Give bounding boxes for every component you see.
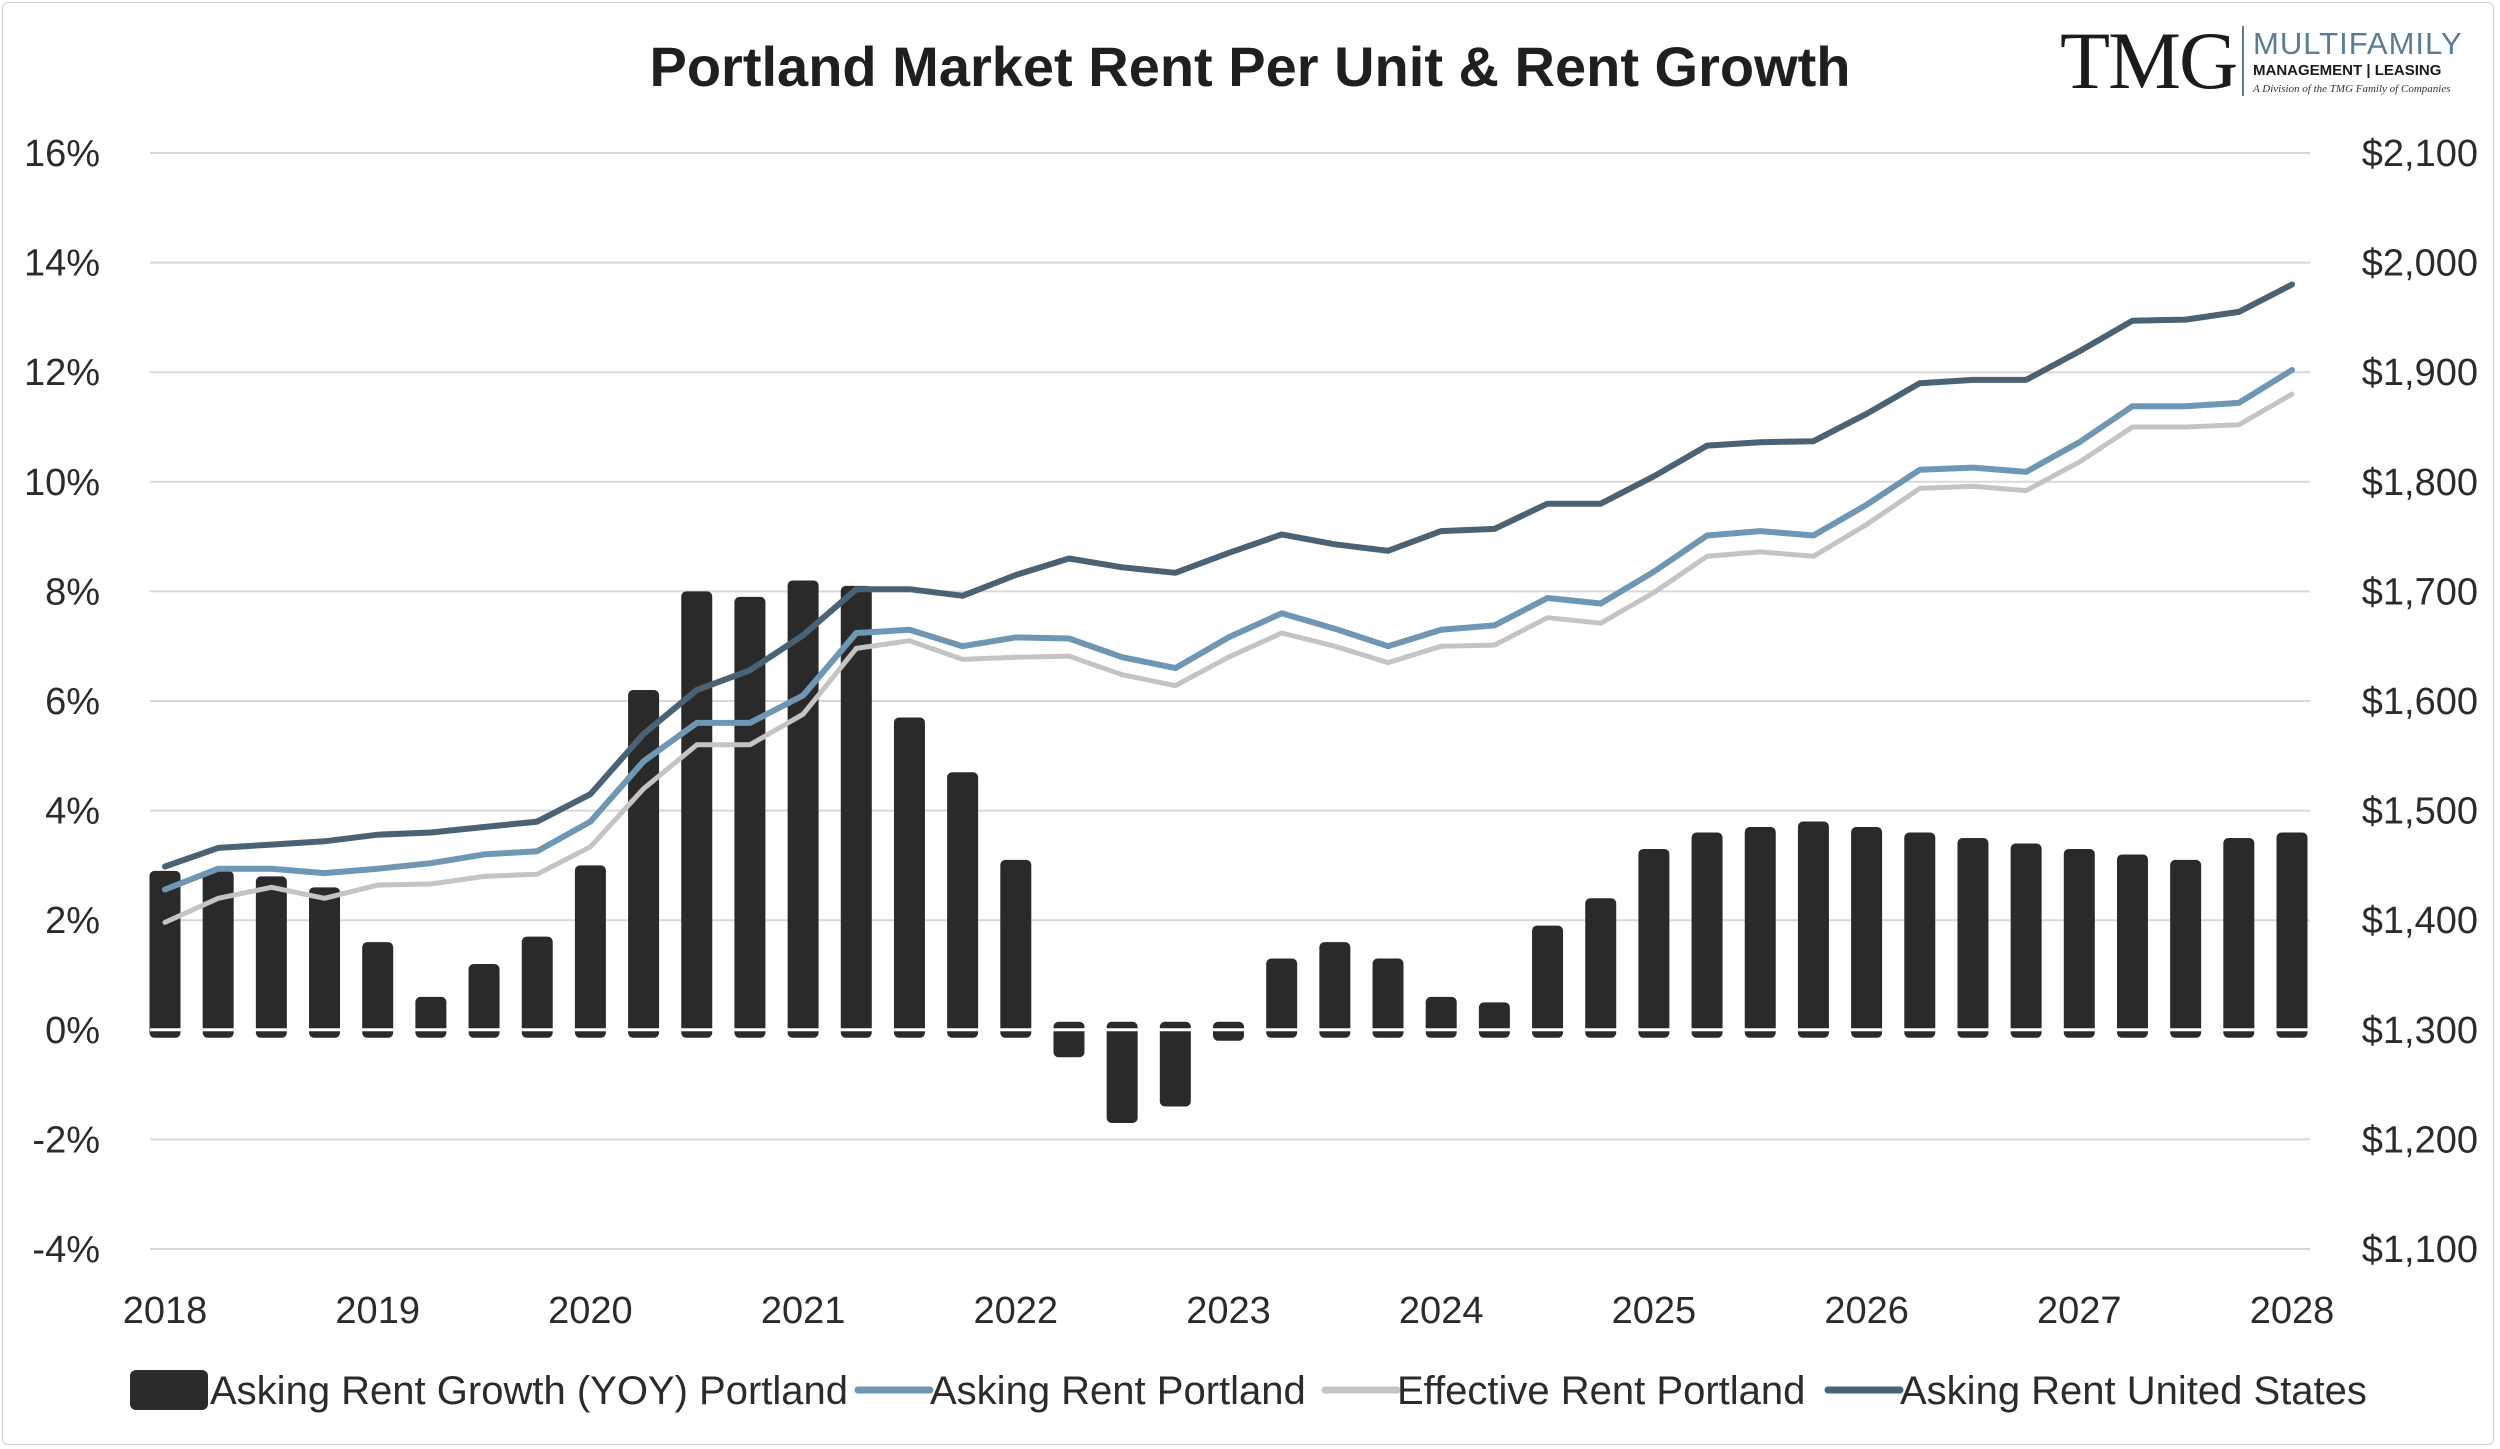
bar [1106,1021,1138,1123]
line-effective-rent-portland [162,391,2295,925]
gridlines [150,152,2310,1250]
right-axis: $1,100 $1,200 $1,300 $1,400 $1,500 $1,600 $1,7… [2362,133,2478,1271]
bar [893,717,925,1038]
bar [309,887,341,1038]
line-asking-rent-portland [162,367,2295,893]
bar [1744,827,1776,1038]
bar [468,964,500,1038]
chart-title: Portland Market Rent Per Unit & Rent Gro… [650,35,1851,98]
bar-series [149,580,2310,1123]
bar [734,596,766,1038]
legend-label: Asking Rent Portland [930,1369,1306,1413]
line-series [162,281,2295,925]
x-tick-label: 2027 [2037,1290,2122,1332]
bar [1478,1002,1510,1038]
bar [1691,832,1723,1038]
y-right-tick-label: $1,700 [2362,571,2478,613]
bar [1053,1021,1085,1058]
bar [1957,838,1989,1038]
y-left-tick-label: 6% [45,681,100,723]
x-tick-label: 2018 [123,1290,208,1332]
left-axis: -4% -2% 0% 2% 4% 6% 8% 10% 12% 14% 16% [24,133,100,1271]
x-tick-label: 2019 [335,1290,420,1332]
x-tick-label: 2025 [1612,1290,1697,1332]
logo-management-leasing: MANAGEMENT | LEASING [2253,62,2441,79]
y-right-tick-label: $1,300 [2362,1010,2478,1052]
bar [1851,827,1883,1038]
y-left-tick-label: 12% [24,352,100,394]
bar [840,585,872,1038]
bar [1585,898,1617,1038]
bar [2276,832,2308,1038]
y-right-tick-label: $2,100 [2362,133,2478,175]
y-right-tick-label: $1,500 [2362,791,2478,833]
y-right-tick-label: $1,100 [2362,1229,2478,1271]
bar [1000,859,1032,1038]
bar [2116,854,2148,1038]
bar [521,936,553,1038]
bar [947,772,979,1038]
y-left-tick-label: 10% [24,462,100,504]
tmg-logo: TMG MULTIFAMILY MANAGEMENT | LEASING A D… [2060,15,2463,106]
bar [681,591,713,1038]
x-tick-label: 2022 [974,1290,1059,1332]
bar [1797,821,1829,1038]
y-left-tick-label: 4% [45,791,100,833]
legend: Asking Rent Growth (YOY) Portland Asking … [130,1369,2367,1413]
bar [1904,832,1936,1038]
y-right-tick-label: $1,800 [2362,462,2478,504]
bar [1532,925,1564,1038]
y-left-tick-label: 0% [45,1010,100,1052]
line-asking-rent-united-states [162,281,2295,870]
x-axis: 2018 2019 2020 2021 2022 2023 2024 2025 2026 2027… [123,1290,2335,1332]
x-tick-label: 2021 [761,1290,846,1332]
y-right-tick-label: $1,400 [2362,900,2478,942]
bar [2223,838,2255,1038]
logo-division-text: A Division of the TMG Family of Companie… [2252,83,2450,95]
bar [787,580,819,1038]
bar [1266,958,1298,1038]
logo-brand: TMG [2060,15,2236,106]
bar [415,996,447,1038]
bar [255,876,287,1038]
x-tick-label: 2020 [548,1290,633,1332]
bar [628,690,660,1038]
x-tick-label: 2023 [1186,1290,1271,1332]
bar [1319,942,1351,1038]
bar [1425,996,1457,1038]
bar [2170,859,2202,1038]
bar [1159,1021,1191,1107]
legend-label: Effective Rent Portland [1397,1369,1805,1413]
legend-swatch [130,1370,208,1410]
x-tick-label: 2028 [2250,1290,2335,1332]
x-tick-label: 2024 [1399,1290,1484,1332]
bar [149,870,181,1038]
y-left-tick-label: 16% [24,133,100,175]
y-left-tick-label: 8% [45,571,100,613]
y-left-tick-label: 14% [24,243,100,285]
legend-label: Asking Rent United States [1900,1369,2367,1413]
x-tick-label: 2026 [1824,1290,1909,1332]
y-left-tick-label: -4% [32,1229,100,1271]
logo-multifamily: MULTIFAMILY [2253,26,2463,61]
bar [574,865,606,1038]
bar [202,870,234,1038]
bar [1372,958,1404,1038]
y-right-tick-label: $1,200 [2362,1119,2478,1161]
y-right-tick-label: $1,600 [2362,681,2478,723]
bar [1638,848,1670,1038]
y-right-tick-label: $1,900 [2362,352,2478,394]
bar [2010,843,2042,1038]
y-right-tick-label: $2,000 [2362,243,2478,285]
y-left-tick-label: -2% [32,1119,100,1161]
y-left-tick-label: 2% [45,900,100,942]
bar [2063,848,2095,1038]
bar [362,942,394,1038]
legend-label: Asking Rent Growth (YOY) Portland [210,1369,848,1413]
